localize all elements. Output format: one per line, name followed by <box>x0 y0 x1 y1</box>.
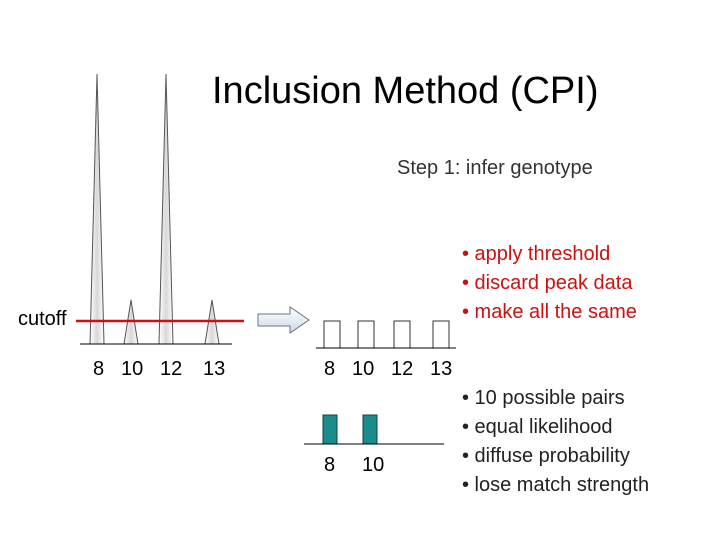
right-arrow-icon <box>257 306 310 334</box>
genotype-note: • equal likelihood <box>462 416 613 438</box>
peak-12 <box>158 73 174 345</box>
peak-8 <box>89 73 105 345</box>
cutoff-label: cutoff <box>18 308 67 330</box>
genotype-note: • 10 possible pairs <box>462 387 625 409</box>
bin-bar-10 <box>357 320 375 349</box>
genotype-label: 10 <box>362 454 385 476</box>
threshold-step: • apply threshold <box>462 243 611 265</box>
peak-label: 10 <box>121 358 144 380</box>
genotype-label: 8 <box>324 454 336 476</box>
bin-label: 10 <box>352 358 375 380</box>
peak-label: 13 <box>203 358 226 380</box>
threshold-step: • make all the same <box>462 301 637 323</box>
genotype-bar-8 <box>322 414 338 445</box>
peak-label: 12 <box>160 358 183 380</box>
bin-label: 8 <box>324 358 336 380</box>
slide-title: Inclusion Method (CPI) <box>212 70 599 112</box>
step-subtitle: Step 1: infer genotype <box>397 157 593 179</box>
bin-bar-8 <box>323 320 341 349</box>
genotype-bar-10 <box>362 414 378 445</box>
bin-label: 12 <box>391 358 414 380</box>
threshold-step: • discard peak data <box>462 272 633 294</box>
bin-label: 13 <box>430 358 453 380</box>
genotype-notes-list: • 10 possible pairs • equal likelihood •… <box>462 384 649 500</box>
bin-bar-12 <box>393 320 411 349</box>
peak-label: 8 <box>93 358 105 380</box>
bin-bar-13 <box>432 320 450 349</box>
genotype-note: • diffuse probability <box>462 445 630 467</box>
genotype-note: • lose match strength <box>462 474 650 496</box>
threshold-steps-list: • apply threshold • discard peak data • … <box>462 240 637 327</box>
